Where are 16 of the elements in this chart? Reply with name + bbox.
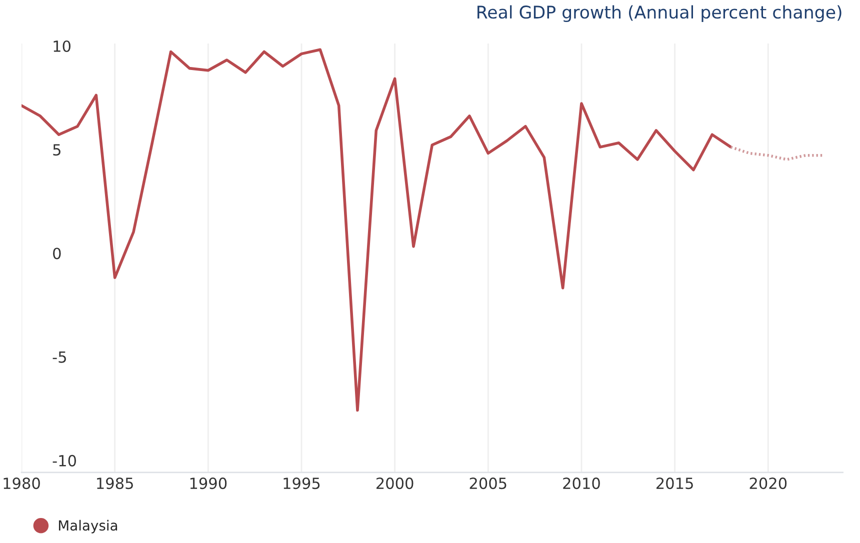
x-tick-label: 1990 [190,478,227,490]
x-tick-label: 1985 [97,478,133,490]
y-tick-label: 10 [54,40,70,52]
x-tick-label: 2015 [656,478,693,490]
x-tick-label: 2020 [750,478,787,490]
x-tick-label: 1980 [4,478,40,490]
y-tick-label: 5 [53,144,60,156]
y-tick-label: 0 [53,248,61,260]
y-tick-label: -10 [52,454,76,466]
x-tick-label: 2000 [376,478,414,490]
legend-label: Malaysia [58,520,118,534]
x-tick-label: 1995 [284,478,320,490]
chart-title: Real GDP growth (Annual percent change) [478,5,842,22]
x-tick-label: 2010 [563,478,600,490]
y-tick-label: -5 [52,352,66,363]
x-tick-label: 2005 [470,478,506,490]
